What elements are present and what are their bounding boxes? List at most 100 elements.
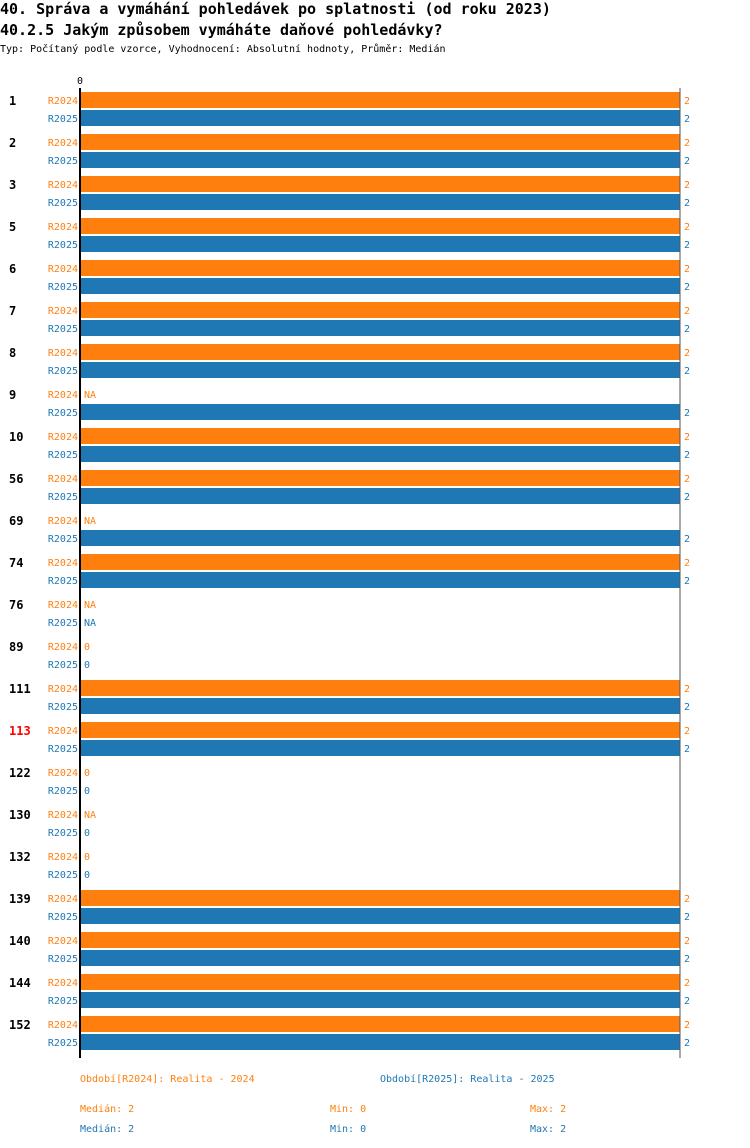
data-label: 2 [684,180,690,191]
bar-r2025 [80,488,680,504]
series-label: R2024 [48,558,78,569]
data-label: 2 [684,702,690,713]
category-label: 7 [9,304,16,318]
bar-r2025 [80,152,680,168]
series-label: R2024 [48,474,78,485]
data-label: 2 [684,348,690,359]
series-label: R2025 [48,702,78,713]
series-label: R2024 [48,348,78,359]
series-label: R2025 [48,870,78,881]
series-label: R2024 [48,180,78,191]
data-label: 0 [84,642,90,653]
category-label: 5 [9,220,16,234]
stat-median-r2025: Medián: 2 [80,1124,135,1135]
bar-r2025 [80,446,680,462]
bar-r2024 [80,680,680,696]
series-label: R2025 [48,1038,78,1049]
series-label: R2024 [48,768,78,779]
chart-meta: Typ: Počítaný podle vzorce, Vyhodnocení:… [0,44,446,55]
series-label: R2025 [48,240,78,251]
question-title: 40.2.5 Jakým způsobem vymáháte daňové po… [0,21,443,39]
bar-r2025 [80,1034,680,1050]
data-label: 2 [684,156,690,167]
series-label: R2025 [48,492,78,503]
data-label: 2 [684,558,690,569]
stat-max-r2024: Max: 2 [530,1104,567,1115]
series-label: R2024 [48,138,78,149]
data-label: 0 [84,660,90,671]
data-label: NA [84,810,96,821]
series-label: R2024 [48,642,78,653]
data-label: 2 [684,240,690,251]
series-label: R2024 [48,96,78,107]
series-label: R2024 [48,978,78,989]
bar-r2025 [80,278,680,294]
series-label: R2025 [48,786,78,797]
category-label: 130 [9,808,31,822]
category-label: 140 [9,934,31,948]
category-label: 89 [9,640,23,654]
data-label: 2 [684,894,690,905]
data-label: NA [84,516,96,527]
series-label: R2024 [48,894,78,905]
bar-r2024 [80,302,680,318]
data-label: 2 [684,684,690,695]
series-label: R2024 [48,684,78,695]
data-label: 0 [84,828,90,839]
data-label: 2 [684,492,690,503]
data-label: 0 [84,870,90,881]
data-label: 0 [84,768,90,779]
series-label: R2025 [48,576,78,587]
bar-r2025 [80,698,680,714]
bar-r2024 [80,176,680,192]
category-label: 139 [9,892,31,906]
series-label: R2025 [48,828,78,839]
stat-max-r2025: Max: 2 [530,1124,567,1135]
bar-chart: 1 R2024 2 R2025 2 2 R2024 2 R2025 2 3 R2024 2 R2025 2 5… [9,76,690,1058]
data-label: 2 [684,954,690,965]
data-label: 2 [684,324,690,335]
data-label: 2 [684,936,690,947]
series-label: R2025 [48,282,78,293]
bar-r2024 [80,218,680,234]
series-label: R2025 [48,996,78,1007]
series-label: R2024 [48,852,78,863]
series-label: R2025 [48,324,78,335]
stat-min-r2024: Min: 0 [330,1104,367,1115]
series-label: R2024 [48,1020,78,1031]
series-label: R2025 [48,744,78,755]
bar-r2025 [80,110,680,126]
stat-median-r2024: Medián: 2 [80,1104,135,1115]
data-label: 2 [684,432,690,443]
data-label: 2 [684,114,690,125]
data-label: 2 [684,306,690,317]
category-label: 76 [9,598,23,612]
bar-r2024 [80,722,680,738]
series-label: R2025 [48,156,78,167]
data-label: 2 [684,408,690,419]
series-label: R2025 [48,198,78,209]
bar-r2025 [80,908,680,924]
data-label: 2 [684,366,690,377]
series-label: R2025 [48,450,78,461]
bar-r2024 [80,974,680,990]
bar-r2024 [80,134,680,150]
category-label: 144 [9,976,31,990]
series-label: R2024 [48,600,78,611]
category-label: 56 [9,472,23,486]
category-label: 122 [9,766,31,780]
series-label: R2025 [48,408,78,419]
bar-r2024 [80,428,680,444]
data-label: 2 [684,198,690,209]
data-label: 2 [684,1020,690,1031]
series-label: R2024 [48,432,78,443]
stat-min-r2025: Min: 0 [330,1124,367,1135]
bar-r2024 [80,470,680,486]
category-label: 152 [9,1018,31,1032]
category-label: 10 [9,430,23,444]
bar-r2024 [80,932,680,948]
bar-r2025 [80,530,680,546]
bar-r2025 [80,992,680,1008]
data-label: 2 [684,96,690,107]
data-label: 2 [684,450,690,461]
